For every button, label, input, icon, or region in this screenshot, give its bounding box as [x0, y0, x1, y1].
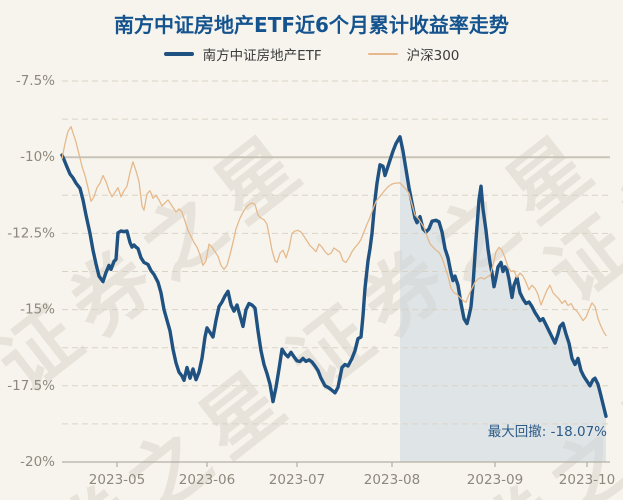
chart-legend: 南方中证房地产ETF 沪深300: [0, 44, 623, 64]
y-axis-label: -7.5%: [16, 73, 55, 89]
max-drawdown-label: 最大回撤: -18.07%: [488, 420, 607, 440]
x-axis-label: 2023-06: [179, 472, 235, 488]
legend-item-hs300: 沪深300: [367, 44, 460, 64]
hs300-series-line: [61, 126, 607, 337]
y-axis-label: -17.5%: [7, 378, 55, 394]
x-axis-label: 2023-10: [559, 472, 615, 488]
y-axis-label: -15%: [20, 302, 55, 318]
legend-item-etf: 南方中证房地产ETF: [163, 44, 322, 64]
y-axis-label: -10%: [20, 149, 55, 165]
max-drawdown-area: [400, 136, 606, 463]
max-drawdown-value: -18.07%: [550, 424, 607, 440]
etf-series-line: [60, 135, 608, 418]
x-axis-label: 2023-05: [89, 472, 145, 488]
y-axis-label: -12.5%: [7, 225, 55, 241]
x-axis-label: 2023-07: [269, 472, 325, 488]
chart-title: 南方中证房地产ETF近6个月累计收益率走势: [114, 13, 509, 37]
x-axis-label: 2023-09: [467, 472, 523, 488]
max-drawdown-caption: 最大回撤:: [487, 424, 547, 440]
legend-label-hs300: 沪深300: [406, 48, 460, 64]
etf-line-marker-icon: [163, 52, 194, 56]
y-axis-label: -20%: [20, 454, 55, 470]
legend-label-etf: 南方中证房地产ETF: [202, 48, 322, 64]
x-axis-label: 2023-08: [364, 472, 420, 488]
hs300-line-marker-icon: [367, 53, 398, 55]
